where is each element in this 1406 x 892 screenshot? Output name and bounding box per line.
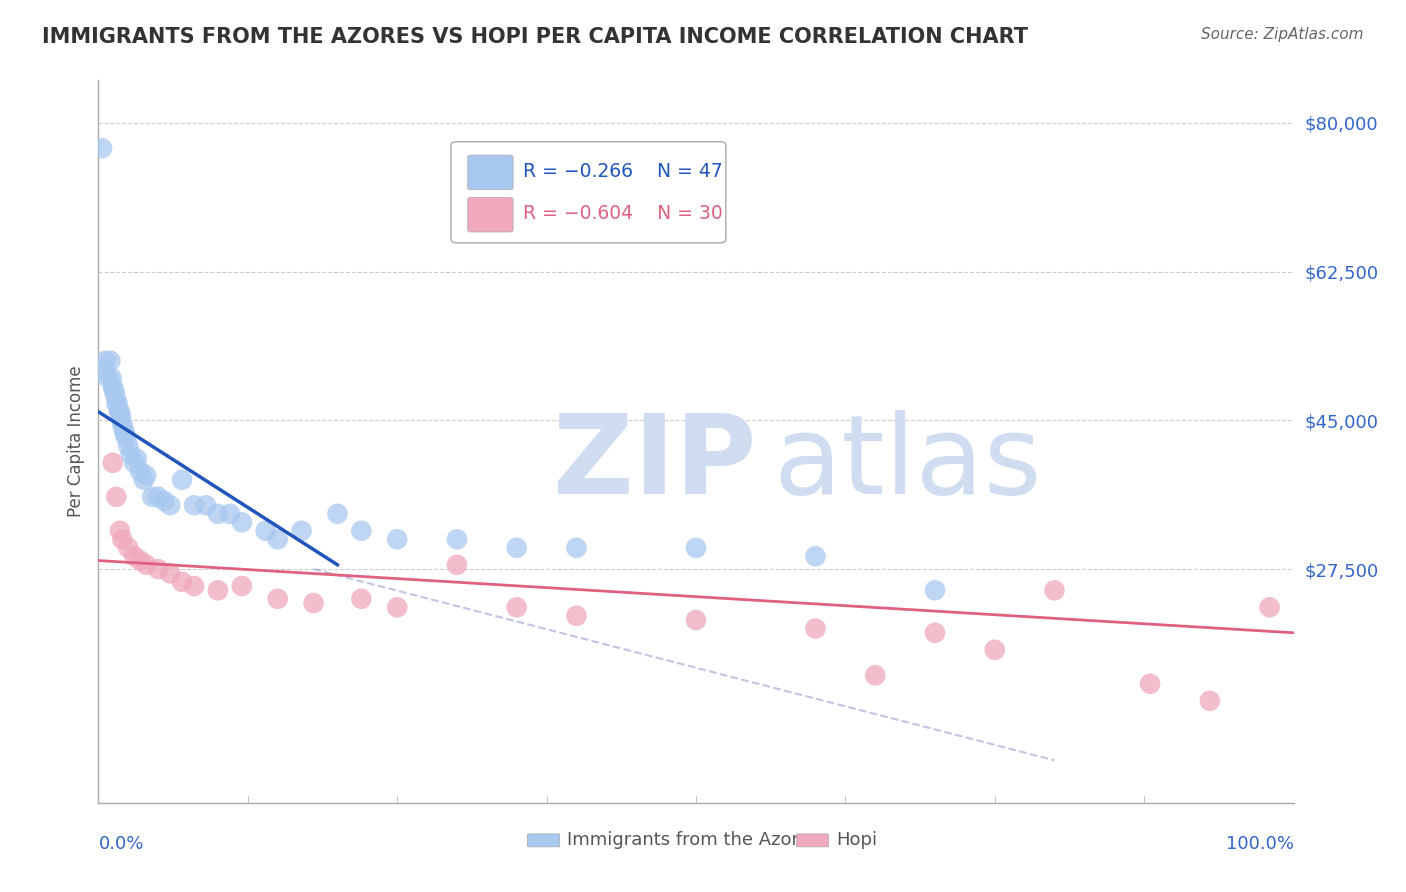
- Point: [148, 490, 170, 504]
- Point: [195, 498, 218, 512]
- Text: atlas: atlas: [773, 409, 1042, 516]
- FancyBboxPatch shape: [451, 142, 725, 243]
- Point: [112, 422, 135, 436]
- Point: [350, 591, 373, 606]
- Point: [1199, 694, 1222, 708]
- Point: [108, 524, 131, 538]
- Text: Immigrants from the Azores: Immigrants from the Azores: [567, 831, 820, 849]
- Point: [172, 574, 194, 589]
- Point: [141, 490, 163, 504]
- Text: Hopi: Hopi: [835, 831, 877, 849]
- FancyBboxPatch shape: [527, 834, 560, 847]
- Point: [93, 362, 115, 376]
- FancyBboxPatch shape: [468, 197, 513, 232]
- Point: [924, 583, 946, 598]
- Point: [506, 541, 529, 555]
- Point: [267, 591, 290, 606]
- Point: [219, 507, 242, 521]
- Point: [91, 141, 114, 155]
- Point: [183, 579, 205, 593]
- Point: [97, 371, 120, 385]
- Point: [129, 553, 152, 567]
- Point: [101, 379, 124, 393]
- Point: [124, 549, 146, 564]
- Point: [1258, 600, 1281, 615]
- Point: [148, 562, 170, 576]
- FancyBboxPatch shape: [468, 155, 513, 190]
- Point: [685, 613, 707, 627]
- Point: [685, 541, 707, 555]
- Point: [207, 507, 229, 521]
- Point: [105, 490, 128, 504]
- Point: [1043, 583, 1066, 598]
- Point: [132, 473, 155, 487]
- Point: [385, 600, 409, 615]
- Point: [111, 533, 134, 547]
- Point: [231, 579, 253, 593]
- Point: [129, 464, 152, 478]
- Point: [101, 456, 124, 470]
- Point: [446, 558, 468, 572]
- Point: [506, 600, 529, 615]
- Point: [231, 516, 253, 530]
- FancyBboxPatch shape: [796, 834, 828, 847]
- Point: [446, 533, 468, 547]
- Point: [153, 494, 176, 508]
- Point: [254, 524, 277, 538]
- Point: [104, 388, 127, 402]
- Point: [326, 507, 349, 521]
- Text: R = −0.266    N = 47: R = −0.266 N = 47: [523, 162, 723, 181]
- Point: [804, 622, 827, 636]
- Point: [117, 439, 139, 453]
- Point: [108, 405, 131, 419]
- Point: [267, 533, 290, 547]
- Text: R = −0.604    N = 30: R = −0.604 N = 30: [523, 204, 723, 223]
- Point: [107, 396, 129, 410]
- Point: [924, 625, 946, 640]
- Point: [565, 541, 588, 555]
- Point: [804, 549, 827, 564]
- Text: 0.0%: 0.0%: [98, 835, 143, 854]
- Text: 100.0%: 100.0%: [1226, 835, 1294, 854]
- Point: [135, 468, 157, 483]
- Point: [135, 558, 157, 572]
- Point: [111, 417, 134, 432]
- Point: [125, 451, 148, 466]
- Text: Source: ZipAtlas.com: Source: ZipAtlas.com: [1201, 27, 1364, 42]
- Point: [103, 384, 125, 398]
- Point: [105, 396, 128, 410]
- Point: [117, 541, 139, 555]
- Point: [159, 498, 181, 512]
- Text: IMMIGRANTS FROM THE AZORES VS HOPI PER CAPITA INCOME CORRELATION CHART: IMMIGRANTS FROM THE AZORES VS HOPI PER C…: [42, 27, 1028, 46]
- Point: [94, 353, 117, 368]
- Text: ZIP: ZIP: [553, 409, 756, 516]
- Point: [100, 371, 122, 385]
- Point: [302, 596, 325, 610]
- Point: [159, 566, 181, 581]
- Point: [984, 642, 1007, 657]
- Point: [1139, 677, 1161, 691]
- Point: [350, 524, 373, 538]
- Point: [291, 524, 314, 538]
- Point: [172, 473, 194, 487]
- Y-axis label: Per Capita Income: Per Capita Income: [66, 366, 84, 517]
- Point: [98, 353, 122, 368]
- Point: [124, 456, 146, 470]
- Point: [114, 425, 136, 440]
- Point: [115, 430, 138, 444]
- Point: [120, 447, 142, 461]
- Point: [565, 608, 588, 623]
- Point: [107, 405, 129, 419]
- Point: [865, 668, 887, 682]
- Point: [110, 409, 132, 423]
- Point: [183, 498, 205, 512]
- Point: [385, 533, 409, 547]
- Point: [207, 583, 229, 598]
